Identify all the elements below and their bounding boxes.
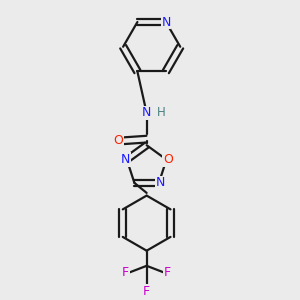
Text: F: F bbox=[164, 266, 171, 279]
Text: O: O bbox=[113, 134, 123, 147]
Text: N: N bbox=[161, 16, 171, 28]
Text: N: N bbox=[121, 153, 130, 166]
Text: N: N bbox=[142, 106, 151, 119]
Text: F: F bbox=[143, 285, 150, 298]
Text: H: H bbox=[156, 106, 165, 119]
Text: O: O bbox=[163, 153, 173, 166]
Text: N: N bbox=[156, 176, 165, 189]
Text: F: F bbox=[122, 266, 129, 279]
